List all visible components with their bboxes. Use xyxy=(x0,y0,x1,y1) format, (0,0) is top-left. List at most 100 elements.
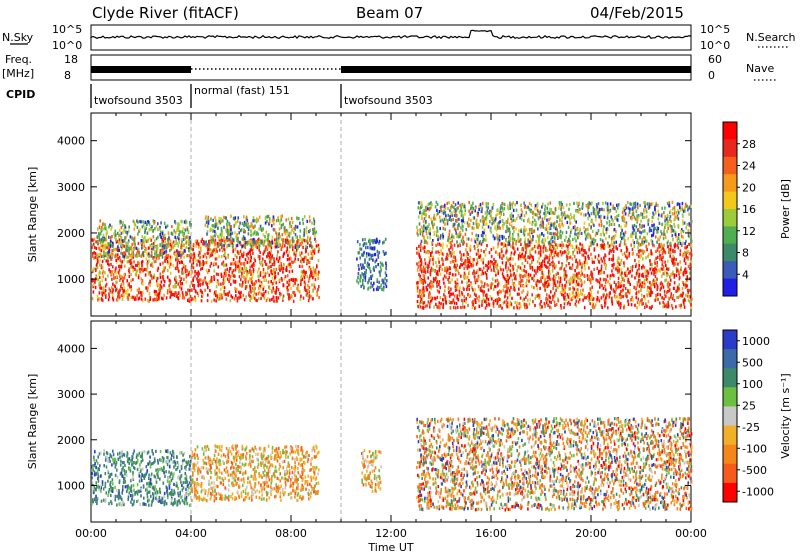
data-cell xyxy=(468,288,470,291)
data-cell xyxy=(472,226,474,229)
data-cell xyxy=(382,279,384,282)
data-cell xyxy=(186,275,188,278)
data-cell xyxy=(237,265,239,268)
data-cell xyxy=(539,287,541,290)
data-cell xyxy=(172,245,174,248)
data-cell xyxy=(539,239,541,242)
data-cell xyxy=(295,254,297,257)
data-cell xyxy=(225,217,227,220)
data-cell xyxy=(451,252,453,255)
data-cell xyxy=(516,269,518,272)
data-cell xyxy=(510,264,512,267)
data-cell xyxy=(370,282,372,285)
data-cell xyxy=(510,273,512,276)
data-cell xyxy=(140,291,142,294)
data-cell xyxy=(223,237,225,240)
data-cell xyxy=(579,272,581,275)
data-cell xyxy=(661,296,663,299)
data-cell xyxy=(168,245,170,248)
data-cell xyxy=(133,248,135,251)
data-cell xyxy=(650,229,652,232)
data-cell xyxy=(208,281,210,284)
data-cell xyxy=(477,271,479,274)
data-cell xyxy=(479,256,481,259)
data-cell xyxy=(468,271,470,274)
data-cell xyxy=(213,262,215,265)
data-cell xyxy=(654,267,656,270)
data-cell xyxy=(277,272,279,275)
data-cell xyxy=(482,261,484,264)
data-cell xyxy=(546,266,548,269)
data-cell xyxy=(435,297,437,300)
data-cell xyxy=(611,258,613,261)
data-cell xyxy=(257,275,259,278)
cpid-segment-label: normal (fast) 151 xyxy=(194,84,290,97)
data-cell xyxy=(651,220,653,223)
data-cell xyxy=(165,237,167,240)
data-cell xyxy=(283,263,285,266)
data-cell xyxy=(262,288,264,291)
data-cell xyxy=(456,294,458,297)
data-cell xyxy=(672,271,674,274)
data-cell xyxy=(449,300,451,303)
data-cell xyxy=(116,248,118,251)
data-cell xyxy=(687,289,689,292)
data-cell xyxy=(232,296,234,299)
data-cell xyxy=(465,276,467,279)
data-cell xyxy=(687,205,689,208)
data-cell xyxy=(308,289,310,292)
data-cell xyxy=(258,246,260,249)
data-cell xyxy=(537,227,539,230)
data-cell xyxy=(679,261,681,264)
data-cell xyxy=(490,295,492,298)
data-cell xyxy=(460,263,462,266)
data-cell xyxy=(636,253,638,256)
data-cell xyxy=(429,302,431,305)
data-cell xyxy=(513,306,515,309)
data-cell xyxy=(237,261,239,264)
data-cell xyxy=(585,296,587,299)
data-cell xyxy=(184,232,186,235)
data-cell xyxy=(306,226,308,229)
data-cell xyxy=(550,278,552,281)
data-cell xyxy=(144,229,146,232)
data-cell xyxy=(176,242,178,245)
data-cell xyxy=(547,203,549,206)
data-cell xyxy=(239,275,241,278)
data-cell xyxy=(632,265,634,268)
data-cell xyxy=(573,202,575,205)
data-cell xyxy=(641,231,643,234)
data-cell xyxy=(462,302,464,305)
data-cell xyxy=(557,246,559,249)
data-cell xyxy=(291,228,293,231)
data-cell xyxy=(364,258,366,261)
data-cell xyxy=(498,297,500,300)
data-cell xyxy=(287,232,289,235)
data-cell xyxy=(580,289,582,292)
data-cell xyxy=(461,219,463,222)
data-cell xyxy=(149,284,151,287)
data-cell xyxy=(550,254,552,257)
data-cell xyxy=(429,262,431,265)
data-cell xyxy=(420,264,422,267)
data-cell xyxy=(229,244,231,247)
data-cell xyxy=(99,226,101,229)
data-cell xyxy=(280,219,282,222)
data-cell xyxy=(142,252,144,255)
data-cell xyxy=(188,298,190,301)
data-cell xyxy=(178,233,180,236)
data-cell xyxy=(639,204,641,207)
data-cell xyxy=(689,252,691,255)
data-cell xyxy=(308,299,310,302)
data-cell xyxy=(501,242,503,245)
data-cell xyxy=(304,233,306,236)
data-cell xyxy=(510,286,512,289)
data-cell xyxy=(477,258,479,261)
data-cell xyxy=(548,266,550,269)
data-cell xyxy=(123,289,125,292)
data-cell xyxy=(359,251,361,254)
data-cell xyxy=(102,275,104,278)
data-cell xyxy=(358,272,360,275)
data-cell xyxy=(174,294,176,297)
data-cell xyxy=(649,259,651,262)
